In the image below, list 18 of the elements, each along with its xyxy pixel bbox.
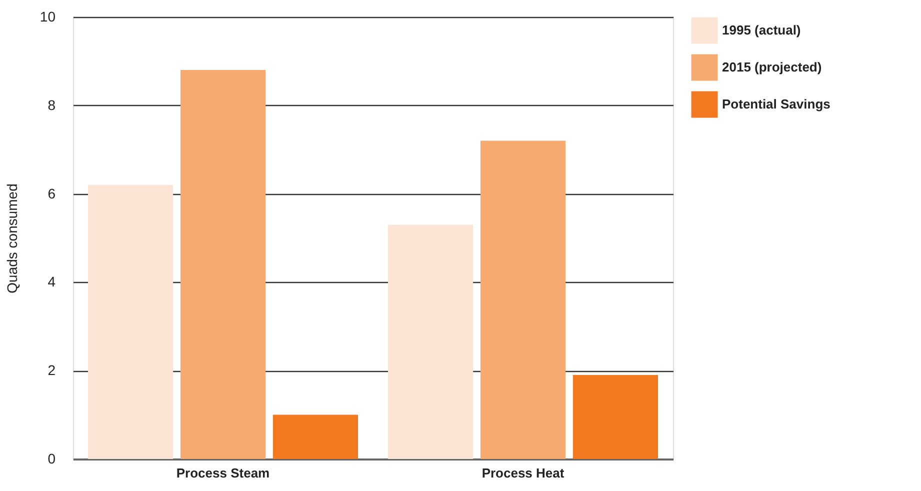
y-tick-label: 6 [48,185,56,202]
y-tick-label: 2 [48,362,56,378]
legend-label: 2015 (projected) [722,60,822,74]
legend-label: 1995 (actual) [722,22,801,38]
y-tick-label: 8 [48,96,56,113]
y-tick-label: 10 [40,8,56,24]
legend-label: Potential Savings [722,96,830,112]
bar [272,414,358,459]
x-tick-label: Process Steam [176,466,270,480]
bar [180,70,266,459]
x-tick-label: Process Heat [482,466,565,480]
bar [480,140,566,459]
y-axis-title: Quads consumed [4,184,20,294]
bar [388,224,474,459]
bar [88,184,174,459]
y-tick-label: 0 [48,450,56,466]
bar [572,375,658,459]
y-tick-label: 4 [48,274,56,290]
